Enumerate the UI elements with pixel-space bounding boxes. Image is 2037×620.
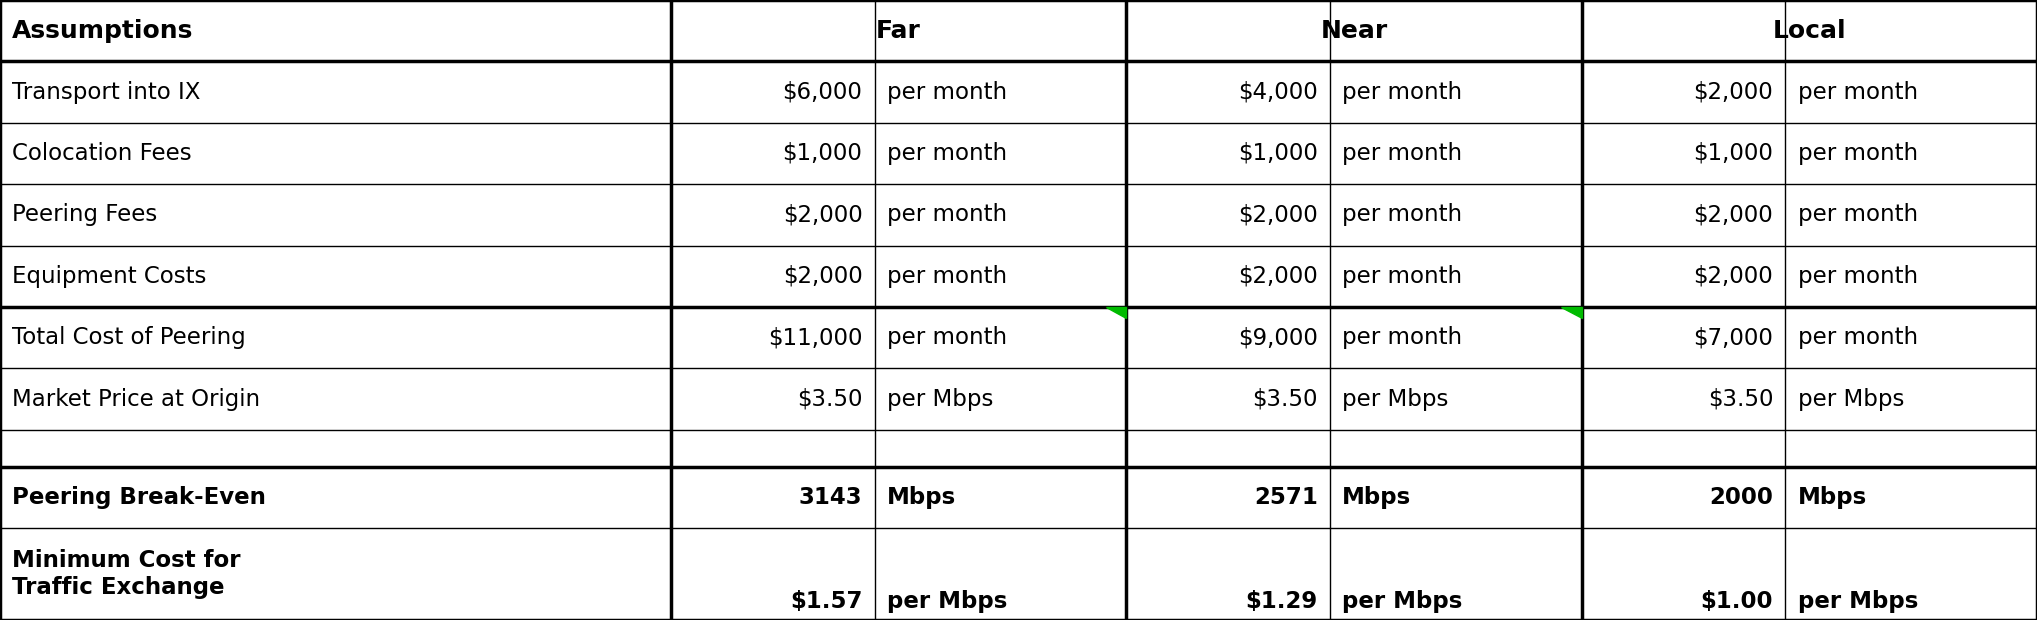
Polygon shape xyxy=(1560,307,1581,318)
Text: 3143: 3143 xyxy=(799,485,862,509)
Text: Equipment Costs: Equipment Costs xyxy=(12,265,206,288)
Text: Peering Fees: Peering Fees xyxy=(12,203,157,226)
Text: $1.00: $1.00 xyxy=(1701,590,1772,613)
Text: per Mbps: per Mbps xyxy=(1342,388,1448,410)
Text: per month: per month xyxy=(1797,142,1917,165)
Text: $3.50: $3.50 xyxy=(1253,388,1318,410)
Text: per month: per month xyxy=(1797,326,1917,349)
Text: per Mbps: per Mbps xyxy=(1797,590,1919,613)
Text: per Mbps: per Mbps xyxy=(886,388,994,410)
Text: $2,000: $2,000 xyxy=(1693,265,1772,288)
Text: per month: per month xyxy=(1797,81,1917,104)
Text: per month: per month xyxy=(886,326,1006,349)
Text: $2,000: $2,000 xyxy=(1238,203,1318,226)
Text: per month: per month xyxy=(886,203,1006,226)
Text: $9,000: $9,000 xyxy=(1238,326,1318,349)
Text: per month: per month xyxy=(886,142,1006,165)
Text: Minimum Cost for
Traffic Exchange: Minimum Cost for Traffic Exchange xyxy=(12,549,240,599)
Text: 2571: 2571 xyxy=(1255,485,1318,509)
Polygon shape xyxy=(1106,307,1126,318)
Text: $2,000: $2,000 xyxy=(1238,265,1318,288)
Text: per month: per month xyxy=(1342,203,1463,226)
Text: Total Cost of Peering: Total Cost of Peering xyxy=(12,326,246,349)
Text: $1.57: $1.57 xyxy=(790,590,862,613)
Text: $4,000: $4,000 xyxy=(1238,81,1318,104)
Text: $3.50: $3.50 xyxy=(1707,388,1772,410)
Text: Colocation Fees: Colocation Fees xyxy=(12,142,191,165)
Text: per Mbps: per Mbps xyxy=(1797,388,1905,410)
Text: $1,000: $1,000 xyxy=(782,142,862,165)
Text: $11,000: $11,000 xyxy=(768,326,862,349)
Text: $7,000: $7,000 xyxy=(1693,326,1772,349)
Text: $2,000: $2,000 xyxy=(782,203,862,226)
Text: $2,000: $2,000 xyxy=(1693,81,1772,104)
Text: per month: per month xyxy=(1342,265,1463,288)
Text: $6,000: $6,000 xyxy=(782,81,862,104)
Text: per month: per month xyxy=(1797,265,1917,288)
Text: Peering Break-Even: Peering Break-Even xyxy=(12,485,267,509)
Text: Local: Local xyxy=(1772,19,1846,43)
Text: per month: per month xyxy=(1342,326,1463,349)
Text: per month: per month xyxy=(886,265,1006,288)
Text: per Mbps: per Mbps xyxy=(886,590,1008,613)
Text: Near: Near xyxy=(1320,19,1387,43)
Text: per month: per month xyxy=(1342,142,1463,165)
Text: Mbps: Mbps xyxy=(1342,485,1412,509)
Text: per Mbps: per Mbps xyxy=(1342,590,1463,613)
Text: per month: per month xyxy=(886,81,1006,104)
Text: $2,000: $2,000 xyxy=(1693,203,1772,226)
Text: 2000: 2000 xyxy=(1709,485,1772,509)
Text: $3.50: $3.50 xyxy=(796,388,862,410)
Text: Far: Far xyxy=(876,19,921,43)
Text: per month: per month xyxy=(1342,81,1463,104)
Text: $1.29: $1.29 xyxy=(1245,590,1318,613)
Text: Market Price at Origin: Market Price at Origin xyxy=(12,388,261,410)
Text: $2,000: $2,000 xyxy=(782,265,862,288)
Text: per month: per month xyxy=(1797,203,1917,226)
Text: Transport into IX: Transport into IX xyxy=(12,81,200,104)
Text: $1,000: $1,000 xyxy=(1693,142,1772,165)
Text: Assumptions: Assumptions xyxy=(12,19,194,43)
Text: Mbps: Mbps xyxy=(886,485,955,509)
Text: Mbps: Mbps xyxy=(1797,485,1866,509)
Text: $1,000: $1,000 xyxy=(1238,142,1318,165)
